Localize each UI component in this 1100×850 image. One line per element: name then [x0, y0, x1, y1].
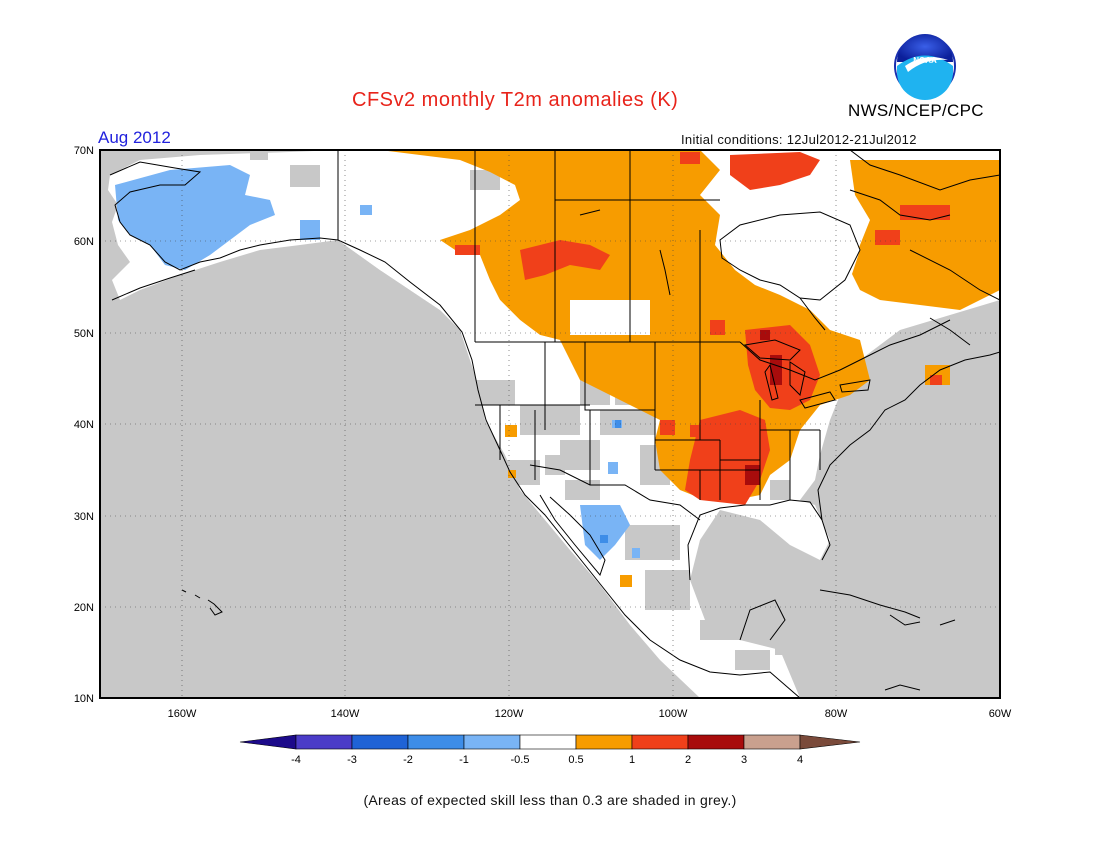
anomaly-neg1-to-neg0.5 — [115, 165, 640, 560]
colorbar-label: 0.5 — [568, 754, 583, 766]
lon-tick-label: 140W — [331, 708, 360, 720]
latitude-axis: 70N 60N 50N 40N 30N 20N 10N — [74, 145, 94, 705]
colorbar-label: 1 — [629, 754, 635, 766]
colorbar-label: -3 — [347, 754, 357, 766]
noaa-logo-bird — [905, 57, 948, 72]
graticule — [100, 150, 1000, 698]
noaa-logo-sky — [897, 34, 953, 62]
low-skill-land-patches — [250, 150, 800, 670]
colorbar: -4 -3 -2 -1 -0.5 0.5 1 2 3 4 — [239, 734, 861, 766]
colorbar-label: 2 — [685, 754, 691, 766]
initial-conditions-label: Initial conditions: 12Jul2012-21Jul2012 — [681, 132, 917, 147]
colorbar-swatch-1-2 — [631, 734, 689, 750]
colorbar-swatch-neg2-neg1 — [407, 734, 465, 750]
chart-title: CFSv2 monthly T2m anomalies (K) — [352, 89, 679, 111]
lat-tick-label: 10N — [74, 693, 94, 705]
lat-tick-label: 50N — [74, 328, 94, 340]
coastlines-and-borders — [109, 150, 1000, 698]
lon-tick-label: 120W — [495, 708, 524, 720]
colorbar-label: -1 — [459, 754, 469, 766]
anomaly-neg2-to-neg1 — [600, 420, 621, 543]
lat-tick-label: 20N — [74, 602, 94, 614]
colorbar-swatch-above-4 — [799, 734, 861, 750]
lon-tick-label: 60W — [989, 708, 1012, 720]
colorbar-label: -0.5 — [511, 754, 530, 766]
lat-tick-label: 40N — [74, 419, 94, 431]
lon-tick-label: 100W — [659, 708, 688, 720]
colorbar-swatch-neutral — [519, 734, 577, 750]
colorbar-swatch-below-neg4 — [239, 734, 297, 750]
lat-tick-label: 30N — [74, 511, 94, 523]
colorbar-swatch-0.5-1 — [575, 734, 633, 750]
noaa-logo-text: NOAA — [913, 56, 937, 65]
colorbar-label: -2 — [403, 754, 413, 766]
valid-month-label: Aug 2012 — [98, 128, 171, 147]
colorbar-swatch-neg1-neg0.5 — [463, 734, 521, 750]
noaa-logo: NOAA — [894, 34, 956, 100]
colorbar-label: 4 — [797, 754, 803, 766]
longitude-axis: 160W 140W 120W 100W 80W 60W — [168, 708, 1012, 720]
lon-tick-label: 80W — [825, 708, 848, 720]
lon-tick-label: 160W — [168, 708, 197, 720]
colorbar-swatch-neg3-neg2 — [351, 734, 409, 750]
colorbar-label: 3 — [741, 754, 747, 766]
lat-tick-label: 70N — [74, 145, 94, 157]
skill-footnote: (Areas of expected skill less than 0.3 a… — [363, 792, 737, 808]
colorbar-swatch-2-3 — [687, 734, 745, 750]
neutral-interior-patches — [338, 150, 860, 345]
map-frame — [99, 149, 1001, 699]
agency-label: NWS/NCEP/CPC — [848, 101, 984, 120]
colorbar-swatch-neg4-neg3 — [295, 734, 353, 750]
colorbar-label: -4 — [291, 754, 301, 766]
colorbar-swatch-3-4 — [743, 734, 801, 750]
lat-tick-label: 60N — [74, 236, 94, 248]
